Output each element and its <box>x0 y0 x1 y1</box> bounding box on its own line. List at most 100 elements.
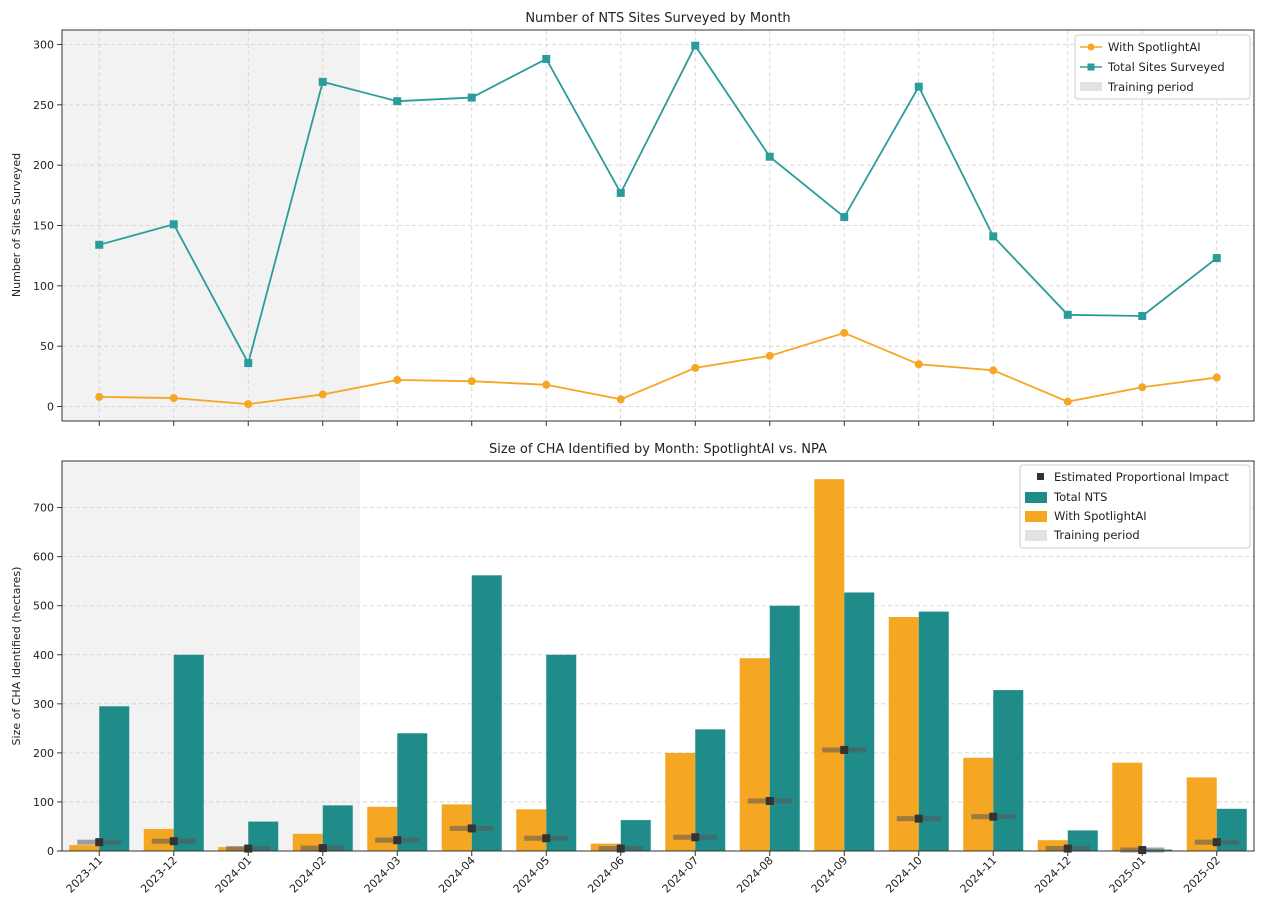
chart1-point <box>691 41 700 50</box>
chart1-legend-shade-swatch <box>1080 82 1102 91</box>
chart2-bar-total <box>471 575 502 851</box>
chart2-xtick-label: 2024-06 <box>585 854 627 896</box>
chart2-bar-total <box>397 733 428 851</box>
chart2-impact-marker <box>1063 844 1072 853</box>
chart2-xtick-label: 2023-12 <box>138 854 180 896</box>
chart2-bar-spotlight <box>739 658 770 851</box>
chart2-legend-label-training: Training period <box>1053 528 1140 542</box>
chart1-point <box>1138 312 1147 321</box>
chart2-bar-total <box>173 654 204 851</box>
chart1-point <box>393 97 402 106</box>
chart1-point <box>393 375 402 384</box>
chart1-series-line <box>99 43 1218 366</box>
chart1-legend-circle-icon <box>1087 43 1095 51</box>
chart2-impact-marker <box>914 814 923 823</box>
chart1-point <box>914 82 923 91</box>
chart1-ytick-label: 200 <box>33 159 54 172</box>
chart2-xtick-label: 2025-02 <box>1181 854 1223 896</box>
chart2-impact-marker <box>542 834 551 843</box>
chart2-ytick-label: 200 <box>33 747 54 760</box>
chart2-xtick-label: 2024-12 <box>1032 854 1074 896</box>
chart2-xtick-label: 2024-01 <box>213 854 255 896</box>
chart1-point <box>542 54 551 63</box>
sites-surveyed-chart: Number of NTS Sites Surveyed by Month Nu… <box>10 11 1255 426</box>
chart1-point <box>169 220 178 229</box>
chart2-bar-spotlight <box>963 757 994 851</box>
chart2-impact-marker <box>1138 846 1147 855</box>
chart1-point <box>840 213 849 222</box>
chart2-bar-total <box>769 605 800 851</box>
chart2-xtick-label: 2024-08 <box>734 854 776 896</box>
chart2-ytick-label: 100 <box>33 796 54 809</box>
chart1-point <box>244 359 253 368</box>
chart1-ytick-label: 0 <box>47 401 54 414</box>
chart2-xtick-label: 2024-09 <box>809 854 851 896</box>
chart1-point <box>169 394 178 403</box>
chart2-ytick-label: 600 <box>33 551 54 564</box>
chart2-ylabel: Size of CHA Identified (hectares) <box>10 567 23 746</box>
chart1-point <box>95 240 104 249</box>
chart2-ytick-label: 500 <box>33 600 54 613</box>
chart2-xtick-label: 2024-07 <box>660 854 702 896</box>
chart1-point <box>691 363 700 372</box>
chart1-point <box>95 392 104 401</box>
chart1-point <box>840 328 849 337</box>
chart2-impact-marker <box>318 844 327 853</box>
chart2-xtick-label: 2025-01 <box>1107 854 1149 896</box>
chart1-point <box>914 360 923 369</box>
chart2-bar-spotlight <box>1112 762 1143 851</box>
chart1-point <box>244 400 253 409</box>
chart2-bar-spotlight <box>1186 777 1217 851</box>
chart2-legend-label-spotlight: With SpotlightAI <box>1054 509 1147 523</box>
chart2-bar-spotlight <box>665 752 696 851</box>
chart1-legend-label-total: Total Sites Surveyed <box>1107 60 1225 74</box>
chart2-bar-spotlight <box>1037 840 1068 851</box>
chart2-impact-marker <box>393 836 402 845</box>
chart2-bar-spotlight <box>69 845 100 851</box>
chart2-impact-marker <box>95 838 104 847</box>
chart2-legend-label-total: Total NTS <box>1053 490 1107 504</box>
chart2-impact-marker <box>169 837 178 846</box>
chart1-point <box>467 377 476 386</box>
chart1-point <box>318 390 327 399</box>
chart2-bar-total <box>620 820 651 851</box>
chart1-ytick-label: 50 <box>40 340 54 353</box>
chart1-legend-label-training: Training period <box>1107 80 1194 94</box>
chart2-title: Size of CHA Identified by Month: Spotlig… <box>489 442 827 457</box>
chart2-legend-marker-icon <box>1037 473 1044 480</box>
chart1-point <box>318 77 327 86</box>
chart2-legend-shade-swatch <box>1025 530 1047 541</box>
chart2-bar-total <box>546 654 577 851</box>
chart1-legend: With SpotlightAI Total Sites Surveyed Tr… <box>1074 34 1251 100</box>
chart1-point <box>616 395 625 404</box>
chart2-xtick-label: 2023-11 <box>64 854 106 896</box>
chart2-ytick-label: 0 <box>47 845 54 858</box>
chart2-xtick-label: 2024-10 <box>883 854 925 896</box>
chart1-title: Number of NTS Sites Surveyed by Month <box>525 11 790 26</box>
chart2-ytick-label: 300 <box>33 698 54 711</box>
chart2-bar-spotlight <box>888 617 919 851</box>
chart2-impact-marker <box>840 745 849 754</box>
chart2-xtick-label: 2024-02 <box>287 854 329 896</box>
chart2-ytick-label: 700 <box>33 502 54 515</box>
chart2-xtick-label: 2024-05 <box>511 854 553 896</box>
chart1-frame <box>61 29 1255 422</box>
chart2-bar-spotlight <box>814 479 845 851</box>
chart2-legend-total-swatch <box>1025 492 1047 503</box>
chart2-xtick-label: 2024-04 <box>436 854 478 896</box>
chart2-frame <box>61 460 1255 852</box>
chart2-bar-total <box>1067 830 1098 851</box>
chart2-impact-marker <box>691 833 700 842</box>
chart2-legend: Estimated Proportional Impact Total NTS … <box>1019 464 1251 549</box>
chart2-legend-spotlight-swatch <box>1025 511 1047 522</box>
chart1-point <box>989 366 998 375</box>
chart1-point <box>1063 397 1072 406</box>
chart1-series-line <box>99 331 1217 406</box>
chart1-ylabel: Number of Sites Surveyed <box>10 153 23 297</box>
chart2-impact-marker <box>616 844 625 853</box>
chart2-impact-marker <box>765 796 774 805</box>
chart1-point <box>1138 383 1147 392</box>
chart1-point <box>1212 373 1221 382</box>
chart2-bar-total <box>695 729 726 851</box>
